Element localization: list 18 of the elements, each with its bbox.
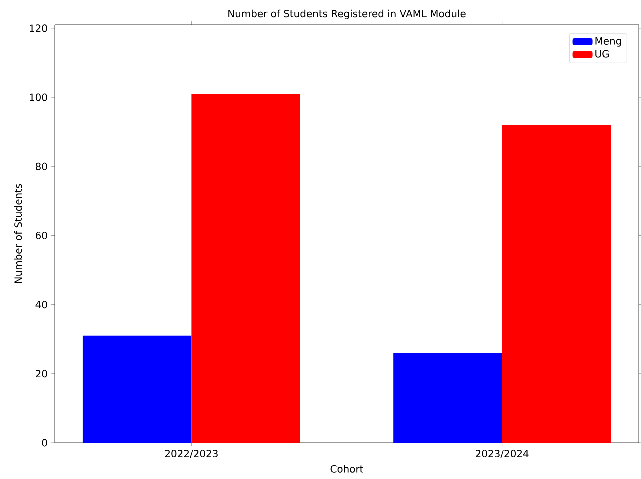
bar [82,336,192,443]
bar [502,125,612,443]
y-tick-label: 100 [30,94,48,102]
x-axis-title: Cohort [330,465,364,473]
y-tick-label: 80 [36,162,48,170]
y-tick-label: 0 [42,439,48,447]
chart-title: Number of Students Registered in VAML Module [228,10,466,20]
y-tick-label: 60 [36,232,48,240]
y-axis-title: Number of Students [14,184,22,284]
legend-label: UG [596,50,609,58]
y-tick-label: 40 [36,301,48,309]
x-tick-label: 2022/2023 [165,450,218,458]
bar [394,353,502,443]
x-tick-label: 2023/2024 [476,450,529,458]
y-tick-label: 120 [30,24,48,32]
y-tick-label: 20 [36,370,48,378]
bar [192,94,300,443]
legend-label: Meng [596,38,622,47]
